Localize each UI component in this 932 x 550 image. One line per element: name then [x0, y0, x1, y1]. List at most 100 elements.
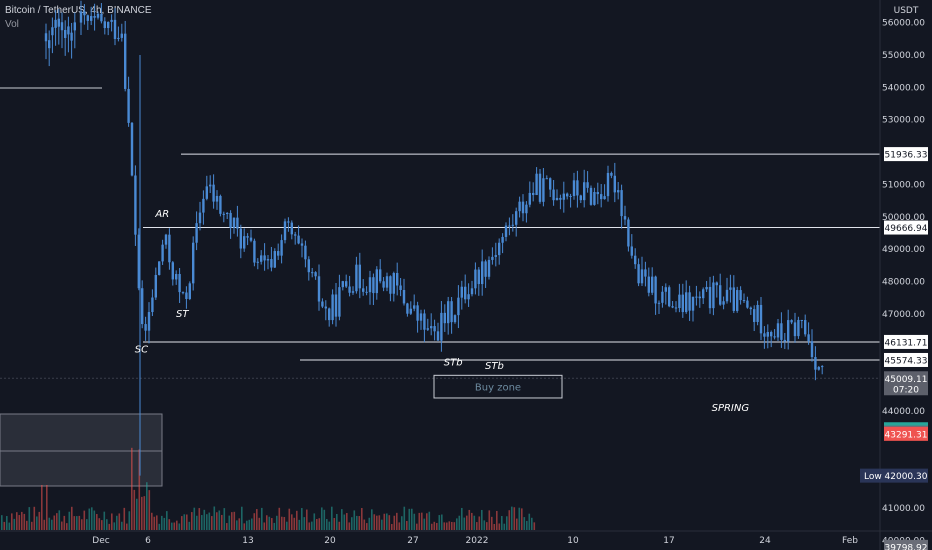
- candle-body: [232, 217, 236, 228]
- annotation-sc[interactable]: SC: [135, 345, 148, 356]
- volume-bar: [278, 507, 281, 530]
- volume-bar: [351, 517, 353, 530]
- volume-bar: [428, 511, 431, 530]
- volume-bar: [78, 515, 81, 530]
- annotation-st[interactable]: ST: [176, 309, 189, 320]
- annotation-stb[interactable]: STb: [485, 361, 504, 372]
- volume-bar: [241, 506, 243, 530]
- volume-bar: [388, 515, 391, 530]
- volume-bar: [11, 513, 13, 530]
- price-tag[interactable]: [884, 426, 928, 441]
- volume-bar: [218, 510, 221, 530]
- candle-body: [382, 281, 385, 288]
- volume-bar: [131, 447, 133, 530]
- candle-body: [460, 286, 463, 298]
- x-tick-label: Dec: [92, 536, 109, 546]
- candle-body: [589, 187, 593, 205]
- price-axis[interactable]: [880, 0, 932, 550]
- volume-bar: [271, 518, 273, 530]
- volume-bar: [91, 507, 93, 530]
- level-price-tag[interactable]: [884, 334, 928, 349]
- candles[interactable]: [44, 0, 824, 476]
- volume-bar: [381, 519, 383, 530]
- candle-body: [491, 256, 494, 260]
- volume-bar: [183, 514, 186, 530]
- volume-bar: [33, 506, 36, 530]
- candle-body: [603, 196, 606, 200]
- volume-bar: [113, 522, 116, 530]
- candle-body: [657, 302, 661, 304]
- level-price-tag[interactable]: [884, 220, 928, 235]
- candle-body: [810, 341, 814, 358]
- candle-body: [453, 315, 457, 323]
- volume-bar: [76, 516, 78, 530]
- candle-body: [610, 172, 613, 176]
- volume-bar: [158, 523, 161, 530]
- candle-body: [328, 308, 331, 321]
- candle-body: [253, 240, 256, 263]
- candle-body: [48, 40, 51, 49]
- volume-bar: [223, 508, 226, 530]
- buy-zone-box[interactable]: [433, 374, 563, 399]
- volume-bar: [348, 522, 351, 530]
- candle-body: [640, 269, 644, 284]
- volume-bar: [316, 519, 318, 530]
- annotation-stb[interactable]: STb: [444, 358, 463, 369]
- volume-bar: [231, 512, 233, 530]
- level-price-tag[interactable]: [884, 352, 928, 367]
- candle-body: [141, 288, 144, 325]
- candle-body: [736, 290, 739, 311]
- volume-bar: [206, 514, 208, 530]
- volume-bar: [248, 519, 251, 530]
- x-tick-label: 13: [242, 536, 253, 546]
- candle-body: [73, 22, 76, 31]
- range-box-left[interactable]: [0, 413, 163, 487]
- candle-body: [552, 189, 555, 201]
- candle-body: [117, 37, 120, 39]
- y-tick-label: 50000.00: [882, 213, 925, 223]
- volume-bar: [473, 515, 476, 530]
- price-tag[interactable]: [884, 371, 928, 396]
- candle-body: [137, 234, 140, 289]
- price-tag[interactable]: [884, 539, 928, 550]
- volume-bar: [138, 449, 141, 530]
- candle-body: [763, 333, 766, 337]
- level-price-tag[interactable]: [884, 147, 928, 162]
- volume-bar: [488, 510, 491, 530]
- candle-body: [44, 33, 48, 42]
- symbol-title[interactable]: Bitcoin / TetherUS, 4h, BINANCE: [5, 5, 152, 16]
- candle-body: [555, 197, 559, 201]
- volume-bar: [356, 515, 358, 530]
- volume-bar: [233, 511, 236, 530]
- annotation-ar[interactable]: AR: [154, 209, 169, 220]
- volume-bar: [293, 517, 296, 530]
- volume-bar: [48, 517, 51, 530]
- candle-body: [338, 287, 341, 317]
- candle-body: [620, 190, 623, 217]
- volume-bar: [276, 515, 278, 530]
- volume-bar: [268, 516, 271, 530]
- volume-bar: [28, 507, 31, 530]
- x-tick-label: Feb: [842, 536, 858, 546]
- volume-bar: [238, 518, 241, 530]
- volume-bar: [416, 523, 418, 530]
- candle-body: [222, 213, 225, 215]
- candle-body: [127, 88, 130, 123]
- candle-body: [406, 303, 409, 314]
- candle-body: [430, 326, 433, 329]
- low-price-tag[interactable]: [860, 468, 928, 483]
- candle-body: [413, 305, 416, 309]
- annotations: AR ST SC STb STb SPRING: [135, 209, 750, 414]
- volume-bar: [328, 521, 331, 530]
- volume-bar: [123, 507, 126, 530]
- annotation-spring[interactable]: SPRING: [712, 403, 750, 414]
- candle-body: [647, 276, 650, 293]
- candle-body: [423, 313, 426, 330]
- candle-body: [606, 172, 610, 197]
- candle-body: [93, 16, 96, 18]
- volume-bar: [478, 516, 481, 530]
- volume-bar: [103, 511, 106, 530]
- candle-body: [722, 301, 725, 305]
- volume-bar: [216, 512, 218, 530]
